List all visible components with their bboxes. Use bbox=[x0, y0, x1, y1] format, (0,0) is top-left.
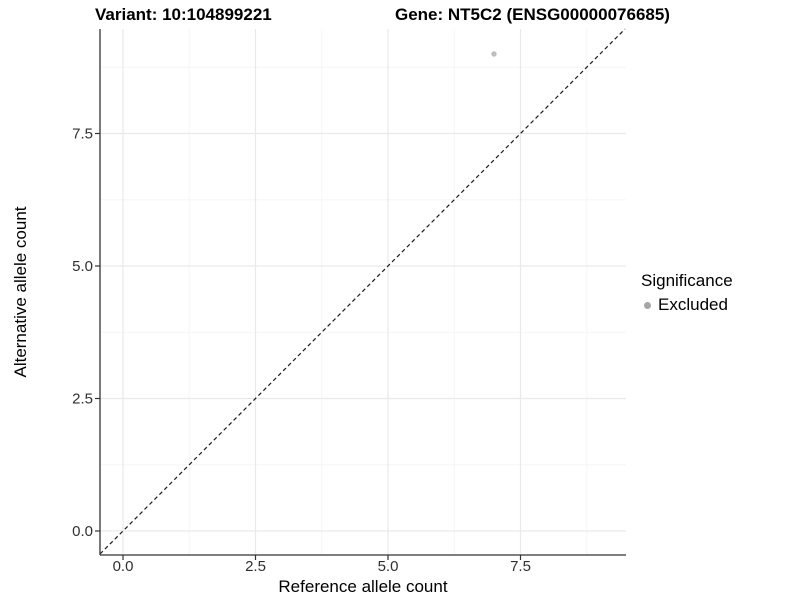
y-tick-label: 5.0 bbox=[72, 258, 93, 275]
x-tick-label: 0.0 bbox=[113, 558, 134, 575]
plot-title-variant: Variant: 10:104899221 bbox=[95, 5, 272, 24]
legend-excluded-dot-icon bbox=[644, 301, 651, 309]
x-tick-label: 2.5 bbox=[245, 558, 266, 575]
legend: Significance Excluded bbox=[641, 271, 733, 315]
y-tick-label: 0.0 bbox=[72, 523, 93, 540]
y-tick-label: 7.5 bbox=[72, 126, 93, 143]
x-tick-label: 7.5 bbox=[510, 558, 531, 575]
x-tick-label: 5.0 bbox=[378, 558, 399, 575]
plot-title-gene: Gene: NT5C2 (ENSG00000076685) bbox=[395, 5, 670, 24]
data-point bbox=[491, 51, 497, 57]
y-tick-label: 2.5 bbox=[72, 391, 93, 408]
y-axis-title: Alternative allele count bbox=[11, 206, 30, 378]
identity-reference-line bbox=[99, 28, 626, 555]
panel-background bbox=[100, 29, 626, 555]
legend-entry-label: Excluded bbox=[658, 295, 728, 314]
legend-entry-excluded: Excluded bbox=[641, 295, 733, 315]
legend-title: Significance bbox=[641, 271, 733, 290]
x-axis-title: Reference allele count bbox=[278, 577, 448, 596]
